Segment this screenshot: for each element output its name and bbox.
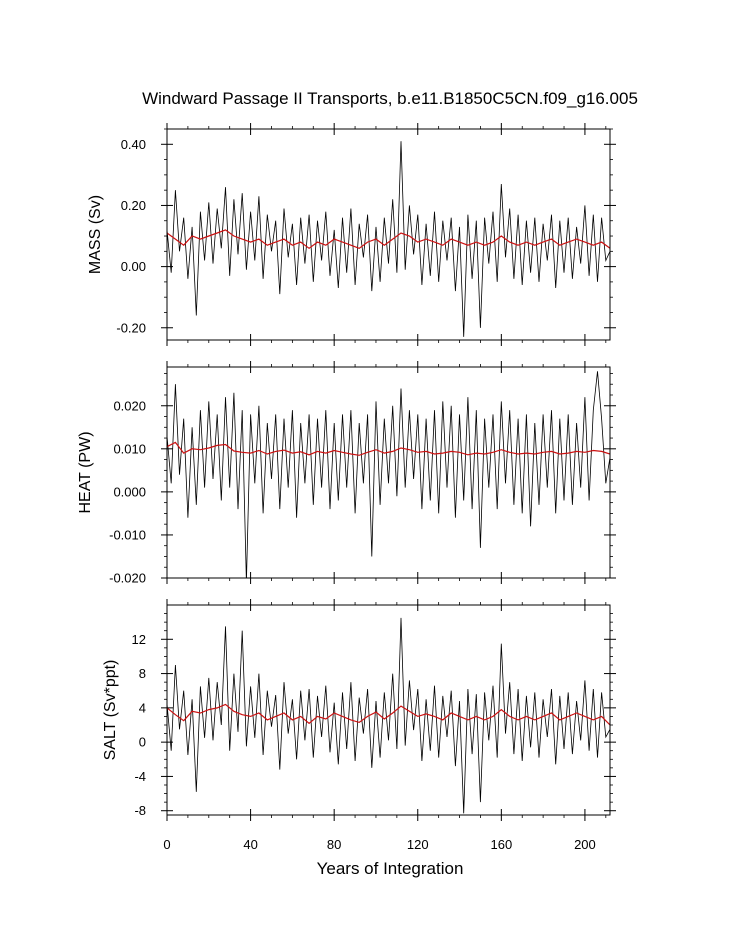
x-tick-label: 40: [243, 837, 257, 852]
heat-panel: -0.020 -0.010 0.000 0.010 0.020 HEAT (PW): [77, 361, 616, 586]
series-line-annual: [167, 441, 610, 456]
y-axis-label: SALT (Sv*ppt): [102, 660, 119, 761]
x-tick-label: 160: [490, 837, 512, 852]
y-tick-label: -0.020: [109, 571, 146, 586]
y-tick-label: -8: [134, 803, 146, 818]
mass-panel: -0.20 0.00 0.20 0.40 MASS (Sv): [87, 123, 616, 346]
x-axis-label: Years of Integration: [317, 859, 464, 878]
x-tick-label: 0: [163, 837, 170, 852]
plot-frame: [166, 128, 611, 341]
x-tick-label: 80: [327, 837, 341, 852]
y-axis-label: HEAT (PW): [77, 431, 94, 513]
plot-frame: [166, 604, 611, 816]
x-tick-label: 200: [574, 837, 596, 852]
y-tick-label: 12: [132, 632, 146, 647]
y-tick-label: 0.20: [121, 198, 146, 213]
y-tick-label: -0.010: [109, 527, 146, 542]
y-tick-label: -0.20: [116, 320, 146, 335]
salt-panel: 0 40 80 120 160 200 -8 -4 0 4 8 12 SALT (Sv*ppt): [102, 599, 616, 852]
plot-frame: [166, 366, 611, 579]
y-tick-label: 0: [139, 735, 146, 750]
y-tick-label: 8: [139, 666, 146, 681]
y-axis-label: MASS (Sv): [87, 195, 104, 274]
series-line-annual: [167, 703, 610, 726]
y-tick-label: -4: [134, 769, 146, 784]
y-tick-label: 4: [139, 700, 146, 715]
y-tick-label: 0.40: [121, 137, 146, 152]
series-line-annual: [167, 229, 610, 250]
y-tick-label: 0.000: [113, 484, 146, 499]
series-line-monthly: [167, 617, 610, 814]
x-tick-label: 120: [407, 837, 429, 852]
series-line-monthly: [167, 141, 610, 337]
y-tick-label: 0.020: [113, 398, 146, 413]
series-line-monthly: [167, 371, 610, 578]
chart-title: Windward Passage II Transports, b.e11.B1…: [142, 89, 638, 108]
y-tick-label: 0.00: [121, 259, 146, 274]
y-tick-label: 0.010: [113, 441, 146, 456]
